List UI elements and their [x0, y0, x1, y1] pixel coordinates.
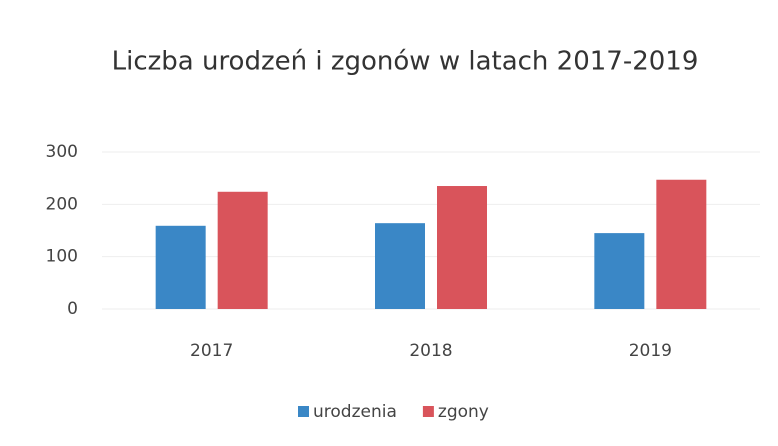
y-tick-label: 0 — [67, 299, 78, 319]
legend-swatch — [422, 406, 434, 417]
legend-label: zgony — [438, 402, 489, 422]
bar — [155, 225, 206, 309]
x-tick-label: 2018 — [409, 341, 452, 361]
x-tick-label: 2019 — [629, 341, 672, 361]
y-tick-label: 200 — [46, 194, 78, 214]
bar — [217, 191, 268, 309]
bar — [437, 186, 487, 309]
chart-title: Liczba urodzeń i zgonów w latach 2017-20… — [112, 47, 699, 77]
legend-label: urodzenia — [313, 402, 397, 422]
bar — [594, 233, 645, 309]
y-tick-label: 100 — [46, 247, 78, 267]
bar — [656, 179, 707, 309]
x-tick-label: 2017 — [190, 341, 233, 361]
bar — [375, 223, 425, 309]
legend-swatch — [298, 406, 309, 417]
y-tick-label: 300 — [46, 142, 78, 162]
